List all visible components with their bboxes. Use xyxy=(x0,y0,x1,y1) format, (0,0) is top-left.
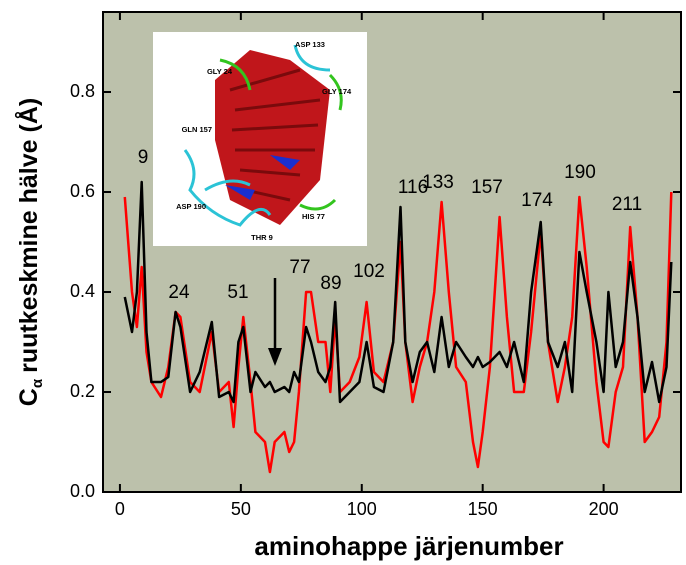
inset-label: THR 9 xyxy=(251,233,273,242)
strand xyxy=(229,68,321,202)
x-tick-label: 0 xyxy=(115,499,125,519)
x-tick-label: 200 xyxy=(589,499,619,519)
annotation: 157 xyxy=(471,177,503,198)
series-line xyxy=(123,180,673,404)
inset-label: GLN 157 xyxy=(182,125,212,134)
annotation: 9 xyxy=(138,147,149,168)
y-axis-label: Cα ruutkeskmine hälve (Å) xyxy=(14,98,46,406)
inset-label: HIS 77 xyxy=(302,212,325,221)
plot-frame xyxy=(102,11,682,493)
y-label-sub: α xyxy=(29,378,46,388)
x-tick-label: 150 xyxy=(468,499,498,519)
y-label-main: C xyxy=(15,388,43,406)
inset-label: GLY 174 xyxy=(322,87,352,96)
annotation: 24 xyxy=(168,282,190,303)
annotation: 102 xyxy=(353,261,385,282)
x-tick-label: 100 xyxy=(347,499,377,519)
x-axis-label: aminohappe järjenumber xyxy=(254,531,563,561)
y-label-rest: ruutkeskmine hälve (Å) xyxy=(14,98,43,373)
inset-label: ASP 190 xyxy=(176,202,206,211)
loop xyxy=(219,58,343,211)
annotation: 133 xyxy=(422,172,454,193)
annotation: 190 xyxy=(564,162,596,183)
inset-label: GLY 24 xyxy=(207,67,233,76)
x-tick-label: 50 xyxy=(231,499,251,519)
inset-label: ASP 133 xyxy=(295,40,325,49)
annotation: 116 xyxy=(398,177,428,198)
y-tick-label: 0.6 xyxy=(70,181,95,201)
inset-image: ASP 133 GLY 24 GLY 174 GLN 157 ASP 190 HIS 77… xyxy=(153,32,367,246)
y-tick-label: 0.0 xyxy=(70,481,95,501)
arrow-head xyxy=(268,348,282,366)
annotation: 211 xyxy=(612,194,642,215)
annotation: 174 xyxy=(521,190,553,211)
annotation: 89 xyxy=(320,273,341,294)
y-tick-label: 0.4 xyxy=(70,281,95,301)
annotation: 77 xyxy=(289,257,310,278)
annotation: 51 xyxy=(227,282,248,303)
y-tick-label: 0.8 xyxy=(70,81,95,101)
y-tick-label: 0.2 xyxy=(70,381,95,401)
helix xyxy=(225,155,300,200)
loop xyxy=(183,44,331,227)
